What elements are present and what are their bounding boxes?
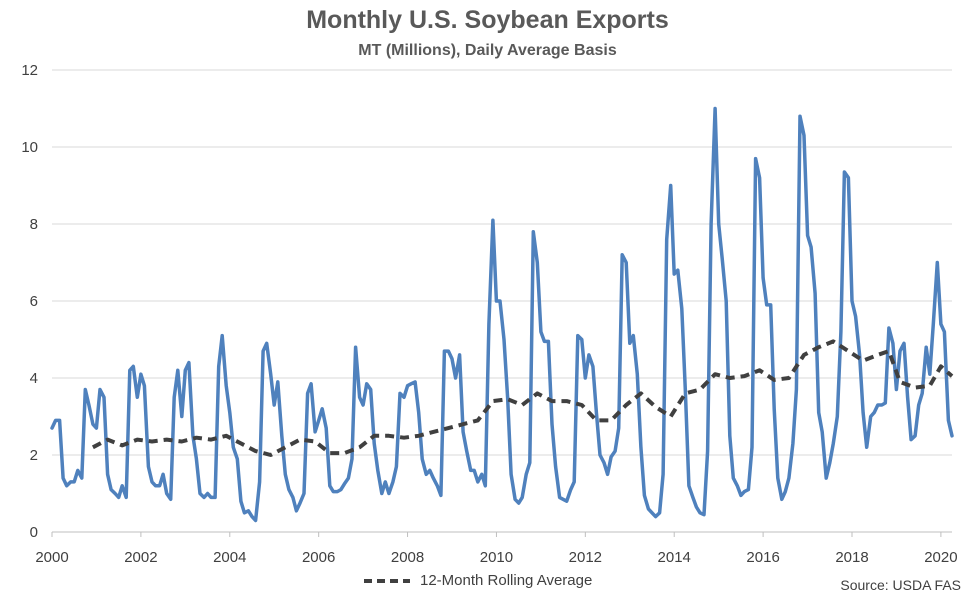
- source-note: Source: USDA FAS: [840, 577, 961, 593]
- y-tick-label: 10: [21, 139, 38, 156]
- legend-label-rolling: 12-Month Rolling Average: [420, 572, 593, 589]
- x-tick-label: 2016: [746, 549, 779, 566]
- y-tick-label: 12: [21, 62, 38, 79]
- y-tick-label: 4: [30, 370, 38, 387]
- x-tick-label: 2010: [480, 549, 513, 566]
- y-tick-label: 2: [30, 447, 38, 464]
- y-tick-label: 0: [30, 524, 38, 541]
- series-lines: [50, 106, 954, 523]
- x-tick-label: 2012: [569, 549, 602, 566]
- x-tick-label: 2002: [124, 549, 157, 566]
- y-tick-labels: 0 2 4 6 8 10 12: [21, 62, 38, 541]
- x-tick-label: 2000: [35, 549, 68, 566]
- x-tick-label: 2020: [924, 549, 957, 566]
- chart-title: Monthly U.S. Soybean Exports: [306, 6, 669, 34]
- x-tick-label: 2004: [213, 549, 246, 566]
- x-tick-label: 2014: [658, 549, 691, 566]
- y-tick-label: 8: [30, 216, 38, 233]
- series-line-monthly: [50, 106, 954, 523]
- chart-subtitle: MT (Millions), Daily Average Basis: [358, 42, 617, 59]
- series-line-rolling: [91, 339, 954, 457]
- x-tick-label: 2018: [835, 549, 868, 566]
- legend: 12-Month Rolling Average: [362, 572, 592, 589]
- y-tick-label: 6: [30, 293, 38, 310]
- x-tick-label: 2008: [391, 549, 424, 566]
- legend-swatch-rolling: [364, 578, 410, 583]
- x-tick-labels: 2000 2002 2004 2006 2008 2010 2012 2014 2016 2018…: [35, 549, 957, 566]
- gridlines: [51, 69, 952, 537]
- x-tick-label: 2006: [302, 549, 335, 566]
